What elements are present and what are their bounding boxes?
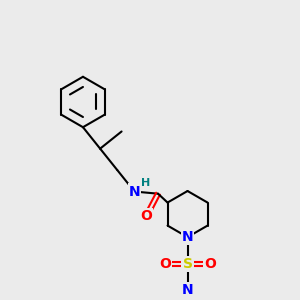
Text: O: O [159,257,171,271]
Text: S: S [182,257,193,271]
Text: O: O [140,209,152,223]
Text: N: N [182,283,194,297]
Text: N: N [129,184,140,199]
Text: O: O [204,257,216,271]
Text: H: H [140,178,150,188]
Text: N: N [182,230,194,244]
